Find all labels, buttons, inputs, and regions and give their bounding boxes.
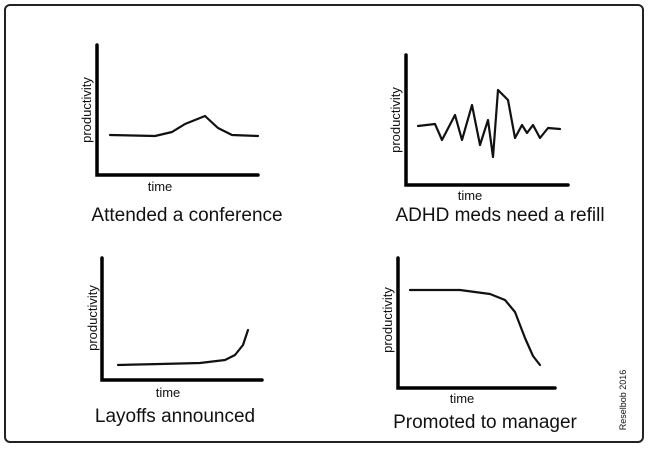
caption: Attended a conference — [91, 205, 282, 226]
panel: productivity time Layoffs announced — [85, 256, 264, 427]
curve — [108, 114, 260, 138]
frame — [4, 4, 644, 443]
caption: ADHD meds need a refill — [395, 205, 604, 226]
curve — [416, 88, 562, 159]
panel: productivity time Promoted to manager — [380, 256, 578, 433]
y-label: productivity — [380, 287, 395, 353]
axes — [404, 53, 570, 187]
y-label: productivity — [79, 77, 94, 143]
curve — [116, 328, 250, 367]
y-label: productivity — [85, 285, 100, 351]
caption: Layoffs announced — [95, 406, 255, 427]
panel: productivity time Attended a conference — [79, 43, 283, 226]
caption: Promoted to manager — [393, 412, 577, 433]
x-label: time — [458, 188, 483, 203]
y-label: productivity — [388, 87, 403, 153]
axes — [396, 256, 557, 390]
x-label: time — [156, 385, 181, 400]
panel: productivity time ADHD meds need a refil… — [388, 53, 605, 226]
axes — [100, 256, 264, 382]
x-label: time — [450, 391, 475, 406]
axes — [95, 43, 260, 177]
signature: Reselbob 2016 — [618, 370, 628, 431]
curve — [408, 288, 542, 367]
x-label: time — [148, 179, 173, 194]
